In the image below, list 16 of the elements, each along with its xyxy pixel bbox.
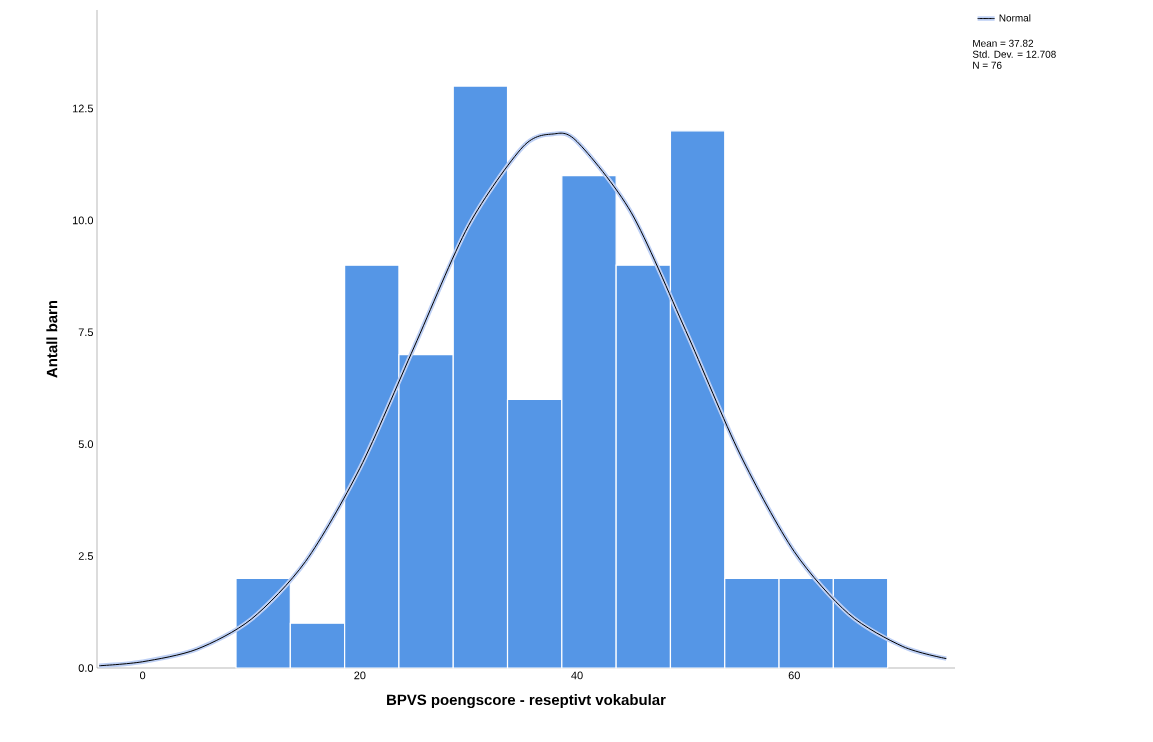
y-tick-label: 2.5 — [78, 552, 94, 560]
legend-label: Normal — [999, 14, 1031, 22]
y-tick-label: 5.0 — [78, 440, 94, 449]
x-tick-label: 20 — [354, 671, 366, 680]
y-axis-title: Antall barn — [46, 300, 58, 378]
x-tick-label: 0 — [139, 671, 146, 680]
x-axis-title: BPVS poengscore - reseptivt vokabular — [387, 694, 666, 709]
x-tick-label: 60 — [788, 671, 800, 680]
text: Mean = 37.82 — [973, 39, 1034, 47]
y-tick-label: 12.5 — [72, 104, 94, 113]
y-tick-label: 10.0 — [72, 216, 94, 225]
text: N = 76 — [973, 61, 1002, 69]
x-tick-label: 40 — [571, 671, 583, 680]
y-tick-label: 0.0 — [78, 664, 94, 672]
text: Std. Dev. = 12.708 — [972, 50, 1056, 58]
y-tick-label: 7.5 — [78, 328, 94, 337]
